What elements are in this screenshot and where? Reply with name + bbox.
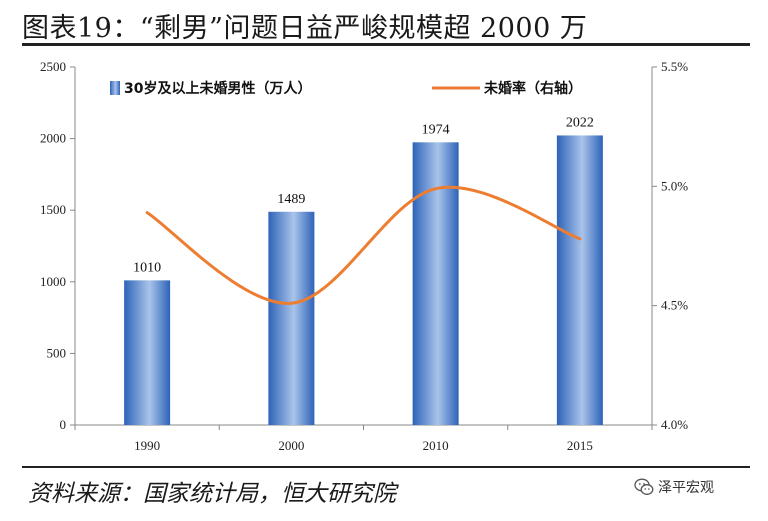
bar-data-label: 2022	[566, 115, 594, 130]
y-right-tick-label: 5.5%	[661, 59, 688, 74]
footer-divider	[22, 466, 750, 468]
y-right-tick-label: 5.0%	[661, 178, 688, 193]
legend-line-label: 未婚率（右轴）	[484, 80, 582, 97]
axes-group: 0 500 1000 1500 2000 2500 4.0% 4.5% 5.0% 5.5% 1990…	[40, 59, 688, 453]
wechat-icon	[634, 478, 654, 495]
legend-bar-label: 30岁及以上未婚男性（万人）	[124, 80, 311, 97]
y-left-tick-label: 2500	[40, 59, 66, 74]
y-left-tick-label: 2000	[40, 131, 66, 146]
title-divider	[22, 43, 750, 46]
y-left-tick-label: 1000	[40, 274, 66, 289]
bar	[556, 135, 603, 426]
x-tick-label: 2000	[278, 438, 304, 453]
x-tick-label: 2010	[423, 438, 449, 453]
x-tick-label: 2015	[567, 438, 593, 453]
y-right-tick-label: 4.0%	[661, 417, 688, 432]
y-left-tick-label: 500	[47, 345, 67, 360]
y-right-tick-label: 4.5%	[661, 298, 688, 313]
bar-data-label: 1489	[277, 192, 305, 207]
bar	[124, 280, 171, 425]
unmarried-rate-line	[145, 185, 582, 305]
legend-bar-swatch	[110, 81, 120, 95]
y-left-tick-label: 0	[60, 417, 67, 432]
line-series-group	[145, 185, 582, 305]
brand-watermark: 泽平宏观	[634, 477, 714, 497]
source-note: 资料来源：国家统计局，恒大研究院	[28, 481, 396, 507]
chart-title: 图表19：“剩男”问题日益严峻规模超 2000 万	[22, 13, 588, 44]
bar	[268, 211, 315, 425]
data-labels-group: 1010 1489 1974 2022	[133, 115, 594, 275]
bar-data-label: 1974	[422, 122, 450, 137]
bar	[412, 142, 459, 426]
bars-group	[124, 135, 603, 426]
x-tick-label: 1990	[134, 438, 160, 453]
brand-name: 泽平宏观	[658, 480, 714, 496]
y-left-tick-label: 1500	[40, 202, 66, 217]
legend: 30岁及以上未婚男性（万人） 未婚率（右轴）	[110, 80, 582, 97]
bar-data-label: 1010	[133, 260, 161, 275]
